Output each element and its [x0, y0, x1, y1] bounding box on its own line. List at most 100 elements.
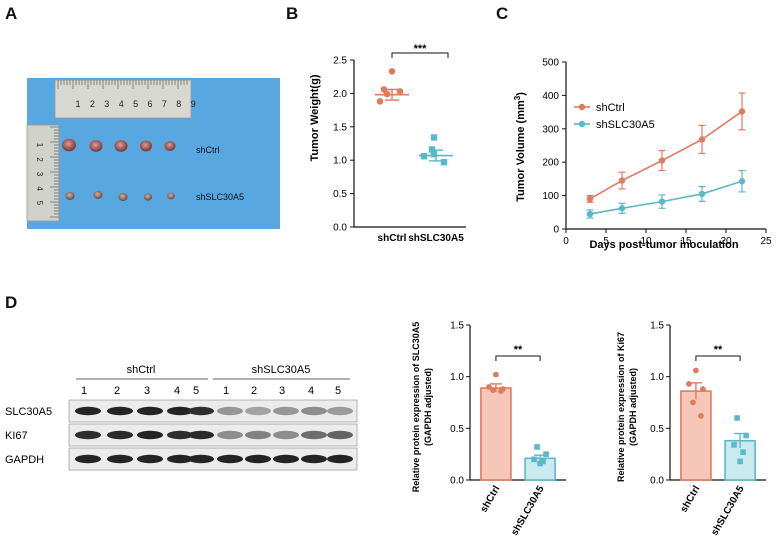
- chart-b-significance-bracket: [391, 52, 449, 58]
- chart-d1-y-tick-label: 1.5: [450, 321, 464, 332]
- tumor-shslc30a5: [65, 191, 75, 201]
- chart-d2-point: [690, 399, 696, 406]
- chart-c-y-tick-label: 0: [553, 225, 559, 236]
- chart-d1-bar-shctrl: [480, 387, 512, 481]
- chart-b-x-tick-label: shSLC30A5: [408, 233, 464, 244]
- chart-b-y-tick-label: 2.0: [333, 89, 347, 100]
- chart-d2-y-tick-label: 1.5: [650, 321, 664, 332]
- legend-marker-shctrl: [578, 103, 586, 111]
- chart-b-y-tick-label: 1.5: [333, 122, 347, 133]
- chart-d2-ylabel-line2: (GAPDH adjusted): [628, 368, 638, 446]
- chart-b-point-shctrl: [376, 98, 384, 105]
- blot-lane-number: 2: [251, 385, 257, 397]
- chart-d2-point: [686, 381, 692, 387]
- chart-d2-ylabel-line1: Relative protein expression of Ki67: [616, 332, 626, 482]
- blot-band-slc30a5: [167, 406, 193, 416]
- tumor-shctrl: [140, 140, 152, 152]
- ruler-top-number: 8: [176, 99, 181, 109]
- chart-d2-point: [698, 413, 704, 419]
- chart-c-y-tick-label: 200: [542, 158, 559, 169]
- chart-c-y-tick-label: 300: [542, 124, 559, 135]
- blot-band-gapdh: [327, 454, 353, 464]
- blot-band-gapdh: [167, 454, 193, 464]
- chart-c-x-tick-label: 25: [760, 236, 772, 247]
- chart-d2-point: [693, 367, 699, 374]
- chart-d1-y-tick-label: 1.0: [450, 372, 464, 383]
- blot-band-ki67: [167, 430, 193, 440]
- chart-d2-significance-label: **: [714, 344, 723, 356]
- chart-b-point-shslc30a5: [430, 150, 438, 158]
- tumor-shctrl: [114, 140, 128, 152]
- tumor-shctrl: [62, 138, 76, 152]
- chart-d2-point: [737, 458, 743, 465]
- ruler-left-number: 5: [35, 201, 44, 206]
- tumor-shctrl: [164, 141, 176, 151]
- chart-c-point-shslc30a5: [738, 178, 746, 185]
- blot-group-shslc30a5: shSLC30A5: [252, 364, 311, 376]
- blot-band-ki67: [217, 430, 243, 440]
- ruler-top-number: 6: [147, 99, 152, 109]
- chart-c-point-shctrl: [618, 177, 626, 184]
- tumor-shctrl: [89, 140, 103, 152]
- chart-b-point-shslc30a5: [430, 134, 438, 141]
- blot-lane-number: 1: [223, 385, 229, 397]
- blot-band-slc30a5: [273, 406, 299, 416]
- chart-d1-point: [531, 456, 537, 463]
- chart-b-point-shslc30a5: [440, 159, 448, 166]
- blot-row-label: SLC30A5: [5, 406, 52, 418]
- chart-c-y-tick-label: 400: [542, 91, 559, 102]
- ruler-top-number: 5: [133, 99, 138, 109]
- blot-band-slc30a5: [217, 406, 243, 416]
- chart-d1-y-tick-label: 0.5: [450, 424, 464, 435]
- tumor-shslc30a5: [93, 190, 103, 200]
- chart-d1-x-tick-label: shSLC30A5: [509, 484, 547, 538]
- blot-band-ki67: [188, 430, 214, 440]
- ruler-top-number: 7: [162, 99, 167, 109]
- panel-letter-c: C: [496, 4, 509, 23]
- chart-b-point-shctrl: [380, 86, 388, 93]
- chart-c-point-shctrl: [658, 157, 666, 164]
- chart-d1-significance-label: **: [514, 344, 523, 356]
- legend-label-shctrl: shCtrl: [596, 102, 625, 114]
- chart-c-x-tick-label: 20: [720, 236, 732, 247]
- blot-lane-number: 4: [308, 385, 314, 397]
- blot-band-gapdh: [245, 454, 271, 464]
- chart-c-point-shslc30a5: [698, 190, 706, 198]
- chart-d1-x-tick-label: shCtrl: [479, 484, 503, 515]
- chart-d2-y-tick-label: 0.0: [650, 476, 664, 487]
- chart-d2-y-tick-label: 1.0: [650, 372, 664, 383]
- blot-lane-number: 2: [114, 385, 120, 397]
- chart-c-point-shslc30a5: [586, 210, 594, 218]
- blot-band-slc30a5: [188, 406, 214, 416]
- blot-band-gapdh: [137, 454, 163, 464]
- blot-band-slc30a5: [301, 406, 327, 416]
- blot-lane-number: 3: [144, 385, 150, 397]
- chart-b-point-shctrl: [388, 68, 396, 75]
- chart-b-y-tick-label: 0.5: [333, 189, 347, 200]
- ruler-left: [26, 124, 60, 222]
- blot-lane-number: 1: [81, 385, 87, 397]
- chart-d1-point: [493, 371, 499, 378]
- chart-c-x-tick-label: 10: [640, 236, 652, 247]
- chart-d1-point: [498, 388, 504, 395]
- chart-d1-point: [543, 451, 549, 457]
- blot-band-slc30a5: [107, 406, 133, 416]
- blot-band-ki67: [273, 430, 299, 440]
- chart-d1-significance-bracket: [495, 355, 541, 361]
- chart-b-y-tick-label: 1.0: [333, 156, 347, 167]
- chart-b-ylabel: Tumor Weight(g): [309, 74, 321, 161]
- chart-d1-point: [537, 460, 543, 467]
- chart-b-x-tick-label: shCtrl: [378, 233, 407, 244]
- blot-band-ki67: [75, 430, 101, 440]
- blot-band-gapdh: [188, 454, 214, 464]
- chart-d2-point: [734, 415, 740, 421]
- blot-band-gapdh: [217, 454, 243, 464]
- chart-d1-point: [534, 444, 540, 450]
- ruler-left-number: 3: [35, 172, 44, 177]
- chart-d2-y-tick-label: 0.5: [650, 424, 664, 435]
- blot-band-gapdh: [107, 454, 133, 464]
